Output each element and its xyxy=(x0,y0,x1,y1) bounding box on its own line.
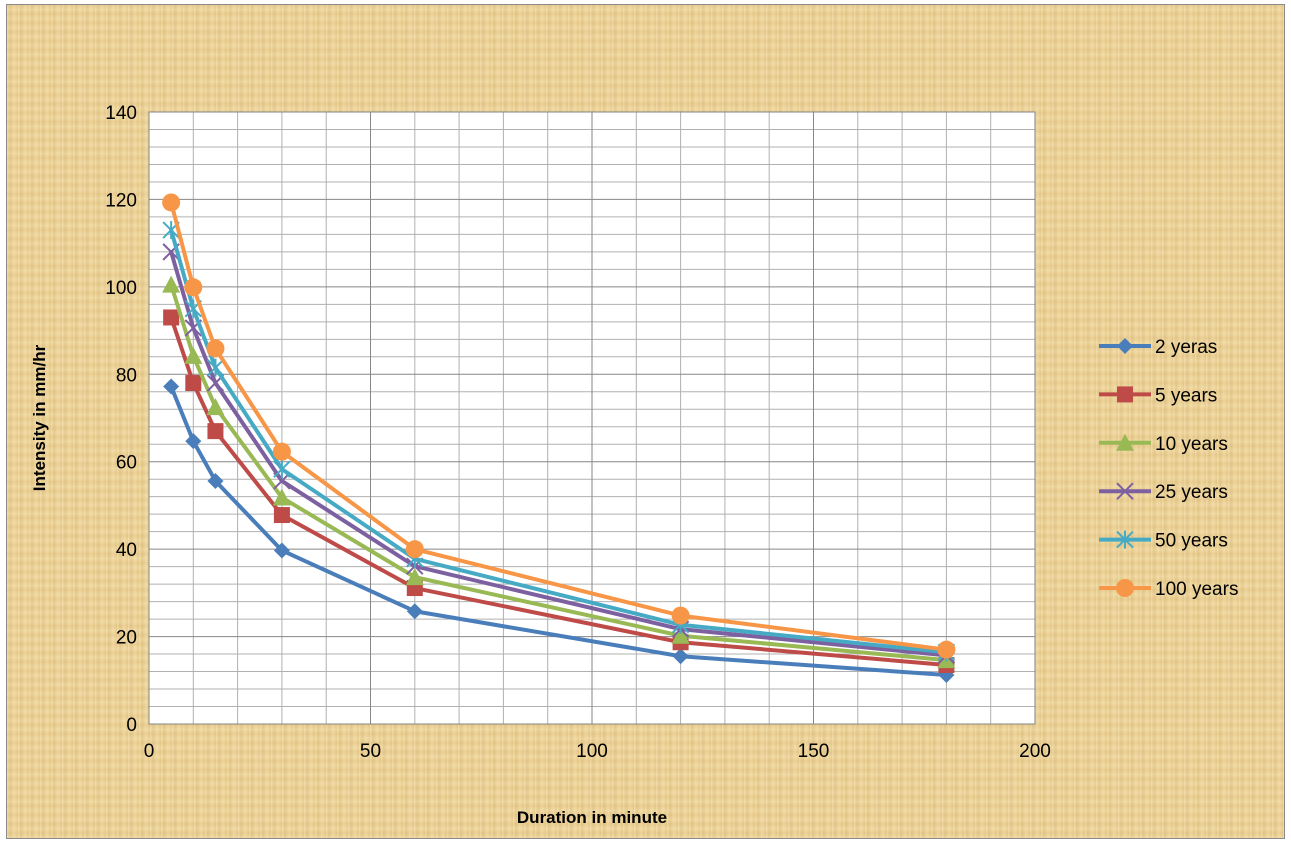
legend: 2 yeras 5 years 10 years 25 years 50 years 10… xyxy=(1099,337,1238,600)
legend-label: 2 yeras xyxy=(1155,337,1217,358)
x-tick-labels: 0 50 100 150 200 xyxy=(144,741,1051,762)
square-marker xyxy=(1117,386,1133,403)
data-point xyxy=(273,542,290,559)
data-point xyxy=(405,568,424,586)
y-tick-label: 140 xyxy=(105,103,137,124)
data-point xyxy=(937,640,956,659)
data-point xyxy=(671,606,690,625)
data-point xyxy=(405,540,424,559)
y-tick-label: 120 xyxy=(105,190,137,211)
data-point xyxy=(185,433,202,450)
x-tick-label: 200 xyxy=(1019,741,1051,762)
legend-item: 10 years xyxy=(1099,433,1228,455)
series-10-years xyxy=(162,275,956,669)
data-point xyxy=(272,442,291,461)
y-tick-label: 0 xyxy=(126,715,137,736)
legend-item: 2 yeras xyxy=(1099,337,1217,358)
data-point xyxy=(273,460,291,479)
data-point xyxy=(162,193,181,212)
legend-label: 25 years xyxy=(1155,482,1228,503)
data-point xyxy=(184,346,203,364)
x-tick-label: 50 xyxy=(360,741,381,762)
y-tick-label: 80 xyxy=(116,365,137,386)
legend-label: 50 years xyxy=(1155,531,1228,552)
data-point xyxy=(207,423,224,440)
data-point xyxy=(206,398,225,416)
legend-label: 5 years xyxy=(1155,385,1217,406)
data-point xyxy=(185,375,202,392)
data-point xyxy=(207,472,224,489)
legend-item: 25 years xyxy=(1099,482,1228,503)
data-point xyxy=(184,278,203,297)
series-2-yeras xyxy=(163,378,955,684)
chart-svg: 0 20 40 60 80 100 120 140 0 50 100 150 200 Duration… xyxy=(30,103,1238,827)
data-point xyxy=(406,603,423,620)
y-tick-label: 100 xyxy=(105,278,137,299)
star-marker xyxy=(1116,530,1134,549)
x-tick-label: 150 xyxy=(798,741,830,762)
data-point xyxy=(273,507,290,524)
x-marker-stroke xyxy=(1116,482,1134,500)
y-tick-label: 40 xyxy=(116,540,137,561)
data-point xyxy=(672,648,689,665)
diamond-marker xyxy=(1117,338,1133,354)
legend-label: 100 years xyxy=(1155,579,1238,600)
grid-major xyxy=(148,111,1036,725)
data-point xyxy=(272,488,291,506)
x-tick-label: 100 xyxy=(576,741,608,762)
chart-frame: 0 20 40 60 80 100 120 140 0 50 100 150 200 Duration… xyxy=(6,4,1285,839)
series-100-years xyxy=(162,193,956,659)
series-layer xyxy=(162,193,956,684)
x-axis-title: Duration in minute xyxy=(517,808,667,827)
y-tick-label: 20 xyxy=(116,628,137,649)
legend-label: 10 years xyxy=(1155,434,1228,455)
data-point xyxy=(163,309,180,326)
triangle-marker xyxy=(1116,433,1134,451)
data-point xyxy=(671,626,690,644)
x-tick-label: 0 xyxy=(144,741,155,762)
y-tick-label: 60 xyxy=(116,453,137,474)
y-tick-labels: 0 20 40 60 80 100 120 140 xyxy=(105,103,137,736)
legend-item: 5 years xyxy=(1099,385,1217,406)
circle-marker xyxy=(1116,579,1134,597)
data-point xyxy=(162,275,181,293)
x-marker xyxy=(1116,482,1134,500)
y-axis-title: Intensity in mm/hr xyxy=(30,344,49,491)
data-point xyxy=(163,378,180,395)
legend-item: 50 years xyxy=(1099,530,1228,552)
data-point xyxy=(206,358,225,377)
legend-item: 100 years xyxy=(1099,579,1238,600)
data-point xyxy=(206,339,225,358)
